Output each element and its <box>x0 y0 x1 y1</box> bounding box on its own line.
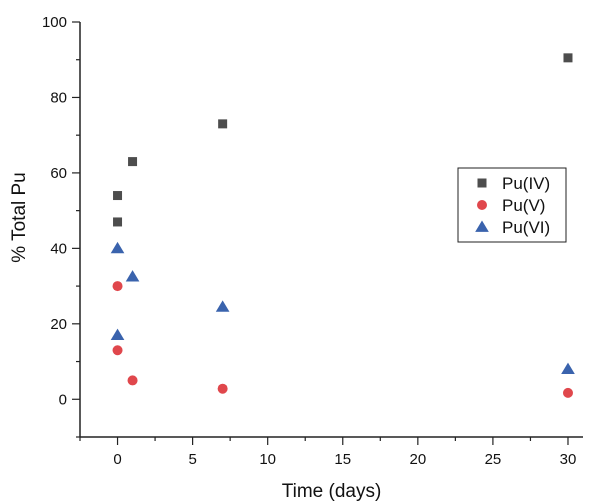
data-point <box>561 362 575 374</box>
y-axis-ticks: 0 20 40 60 80 100 <box>42 14 80 438</box>
x-tick-label: 10 <box>259 451 276 468</box>
data-point <box>110 241 125 254</box>
legend-label: Pu(V) <box>502 196 545 215</box>
series-pu-iv <box>113 53 573 227</box>
x-axis-ticks: 0 5 10 15 20 25 30 <box>79 437 577 468</box>
data-point <box>110 328 125 341</box>
data-point <box>217 383 228 394</box>
legend-label: Pu(VI) <box>502 218 550 237</box>
data-point <box>215 300 230 312</box>
x-axis-title: Time (days) <box>282 481 382 502</box>
y-tick-label: 60 <box>50 165 67 182</box>
x-tick-label: 30 <box>560 451 577 468</box>
axes <box>79 22 583 438</box>
y-tick-label: 0 <box>59 391 67 408</box>
data-point <box>112 281 123 292</box>
x-tick-label: 5 <box>188 451 196 468</box>
data-point <box>128 157 138 167</box>
legend-marker <box>477 200 487 210</box>
y-tick-label: 20 <box>50 316 67 333</box>
data-point <box>563 53 573 63</box>
data-point <box>562 387 573 398</box>
y-axis-title: % Total Pu <box>9 172 30 262</box>
x-tick-label: 25 <box>485 451 502 468</box>
data-point <box>112 345 123 356</box>
data-point <box>113 217 123 227</box>
legend-marker <box>475 220 489 232</box>
y-tick-label: 80 <box>50 89 67 106</box>
legend: Pu(IV) Pu(V) Pu(VI) <box>457 167 567 243</box>
series-pu-vi <box>110 241 575 374</box>
y-tick-label: 40 <box>50 240 67 257</box>
data-points <box>110 53 575 398</box>
legend-marker <box>477 178 487 188</box>
x-tick-label: 15 <box>334 451 351 468</box>
x-tick-label: 0 <box>113 451 121 468</box>
data-point <box>113 191 123 201</box>
y-tick-label: 100 <box>42 14 67 31</box>
data-point <box>125 270 140 282</box>
x-tick-label: 20 <box>409 451 426 468</box>
legend-label: Pu(IV) <box>502 174 550 193</box>
series-pu-v <box>112 281 573 398</box>
legend-box <box>457 167 567 243</box>
data-point <box>218 119 228 129</box>
data-point <box>127 375 138 386</box>
